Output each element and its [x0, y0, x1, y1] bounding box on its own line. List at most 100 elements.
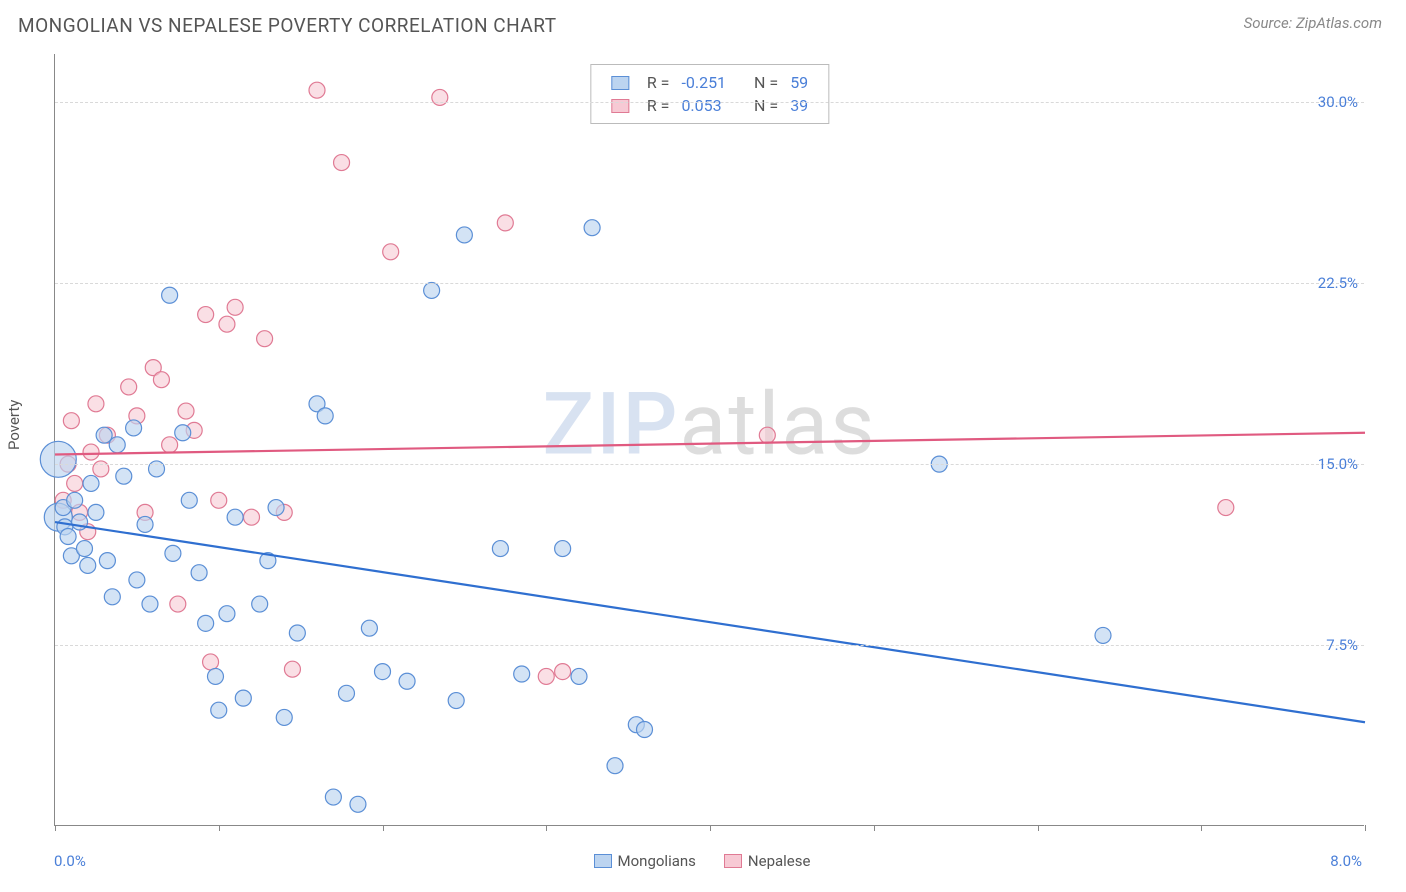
- data-point: [137, 516, 153, 532]
- data-point: [276, 709, 292, 725]
- data-point: [121, 379, 137, 395]
- data-point: [538, 668, 554, 684]
- xtick: [219, 825, 220, 831]
- data-point: [88, 504, 104, 520]
- data-point: [1218, 500, 1234, 516]
- data-point: [129, 572, 145, 588]
- swatch-mongolians: [611, 76, 629, 90]
- swatch-nepalese-bottom: [724, 854, 742, 868]
- data-point: [338, 685, 354, 701]
- data-point: [289, 625, 305, 641]
- data-point: [181, 492, 197, 508]
- swatch-nepalese: [611, 99, 629, 113]
- data-point: [219, 316, 235, 332]
- xtick: [1201, 825, 1202, 831]
- data-point: [170, 596, 186, 612]
- data-point: [211, 492, 227, 508]
- data-point: [448, 693, 464, 709]
- gridline-h: [55, 102, 1364, 103]
- scatter-svg: [55, 54, 1365, 826]
- data-point: [759, 427, 775, 443]
- ytick-label: 7.5%: [1326, 636, 1358, 654]
- data-point: [456, 227, 472, 243]
- plot-area: ZIPatlas R = -0.251 N = 59 R = 0.053: [54, 54, 1364, 826]
- data-point: [383, 244, 399, 260]
- data-point: [497, 215, 513, 231]
- data-point: [211, 702, 227, 718]
- xtick: [546, 825, 547, 831]
- data-point: [555, 541, 571, 557]
- xtick: [383, 825, 384, 831]
- data-point: [637, 722, 653, 738]
- data-point: [142, 596, 158, 612]
- data-point: [227, 509, 243, 525]
- data-point: [424, 282, 440, 298]
- data-point: [178, 403, 194, 419]
- data-point: [104, 589, 120, 605]
- data-point: [40, 441, 76, 477]
- data-point: [235, 690, 251, 706]
- trend-line: [55, 433, 1365, 455]
- data-point: [207, 668, 223, 684]
- data-point: [162, 287, 178, 303]
- data-point: [244, 509, 260, 525]
- data-point: [317, 408, 333, 424]
- corr-row-mongolians: R = -0.251 N = 59: [605, 71, 814, 94]
- data-point: [1095, 627, 1111, 643]
- data-point: [76, 541, 92, 557]
- data-point: [67, 475, 83, 491]
- data-point: [80, 557, 96, 573]
- gridline-h: [55, 645, 1364, 646]
- series-legend: Mongolians Nepalese: [18, 852, 1386, 870]
- legend-item-mongolians: Mongolians: [594, 852, 696, 870]
- gridline-h: [55, 283, 1364, 284]
- data-point: [375, 664, 391, 680]
- data-point: [116, 468, 132, 484]
- source-label: Source: ZipAtlas.com: [1244, 14, 1382, 32]
- data-point: [571, 668, 587, 684]
- xtick: [874, 825, 875, 831]
- y-axis-label: Poverty: [5, 400, 23, 450]
- data-point: [584, 220, 600, 236]
- data-point: [219, 606, 235, 622]
- data-point: [361, 620, 377, 636]
- swatch-mongolians-bottom: [594, 854, 612, 868]
- correlation-legend: R = -0.251 N = 59 R = 0.053 N = 39: [590, 64, 829, 124]
- data-point: [63, 413, 79, 429]
- corr-row-nepalese: R = 0.053 N = 39: [605, 94, 814, 117]
- ytick-label: 22.5%: [1318, 274, 1358, 292]
- data-point: [83, 444, 99, 460]
- data-point: [126, 420, 142, 436]
- data-point: [350, 796, 366, 812]
- ytick-label: 15.0%: [1318, 455, 1358, 473]
- data-point: [284, 661, 300, 677]
- data-point: [191, 565, 207, 581]
- legend-item-nepalese: Nepalese: [724, 852, 811, 870]
- xtick: [1365, 825, 1366, 831]
- chart-container: Poverty ZIPatlas R = -0.251 N = 59 R = 0…: [18, 46, 1386, 876]
- data-point: [227, 299, 243, 315]
- chart-title: MONGOLIAN VS NEPALESE POVERTY CORRELATIO…: [18, 14, 557, 37]
- data-point: [399, 673, 415, 689]
- data-point: [607, 758, 623, 774]
- data-point: [99, 553, 115, 569]
- data-point: [203, 654, 219, 670]
- xtick: [1038, 825, 1039, 831]
- data-point: [60, 529, 76, 545]
- trend-line: [55, 522, 1365, 722]
- data-point: [257, 331, 273, 347]
- data-point: [555, 664, 571, 680]
- data-point: [325, 789, 341, 805]
- data-point: [88, 396, 104, 412]
- data-point: [198, 615, 214, 631]
- xtick: [55, 825, 56, 831]
- data-point: [165, 545, 181, 561]
- data-point: [492, 541, 508, 557]
- xtick: [710, 825, 711, 831]
- data-point: [198, 307, 214, 323]
- data-point: [252, 596, 268, 612]
- data-point: [175, 425, 191, 441]
- data-point: [334, 155, 350, 171]
- data-point: [83, 475, 99, 491]
- ytick-label: 30.0%: [1318, 93, 1358, 111]
